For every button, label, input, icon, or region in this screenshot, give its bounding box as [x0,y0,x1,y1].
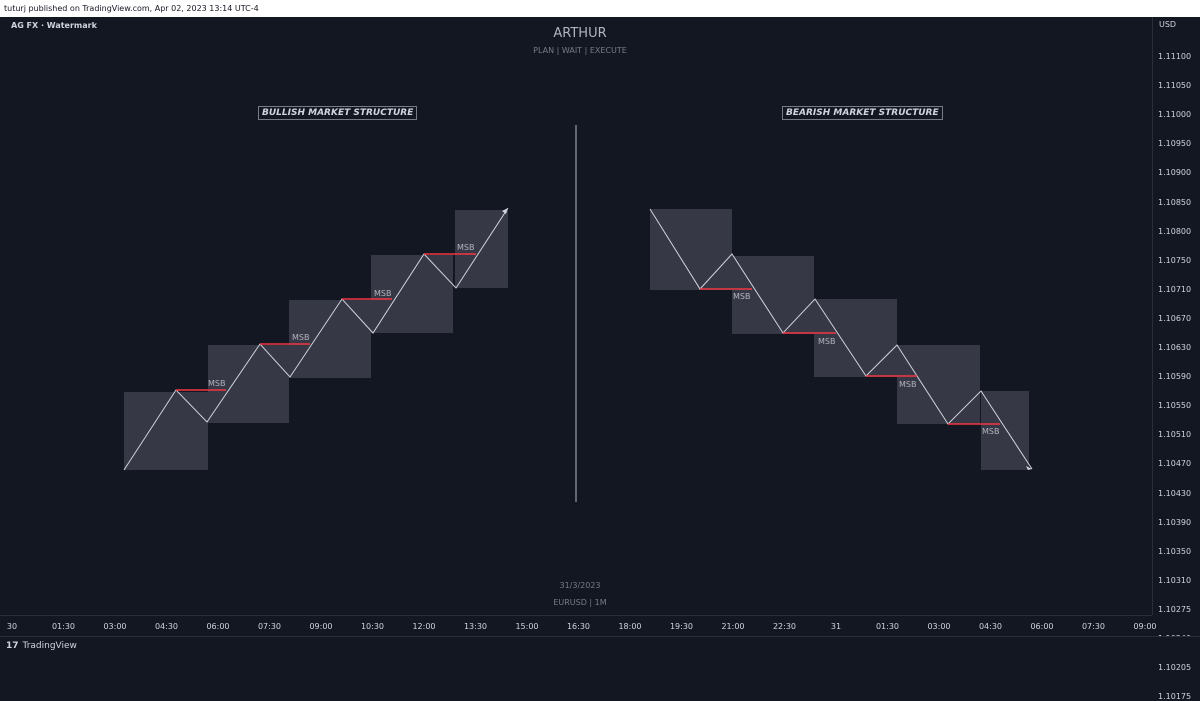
bear-box-1 [650,209,732,290]
msb-label: MSB [733,292,750,301]
time-tick: 04:30 [978,622,1003,631]
time-tick: 31 [830,622,842,631]
bull-box-4 [371,255,453,333]
time-tick: 04:30 [154,622,179,631]
time-tick: 22:30 [772,622,797,631]
time-tick: 03:00 [103,622,127,631]
price-tick: 1.10430 [1158,488,1192,498]
bull-box-1 [124,392,208,470]
msb-label: MSB [899,380,916,389]
bullish-arrow [502,208,508,214]
price-tick: 1.10205 [1158,663,1192,673]
chart-area[interactable] [0,17,1200,656]
bear-box-2 [732,256,814,334]
bullish-zigzag [123,207,509,471]
publisher-bar: tuturj published on TradingView.com, Apr… [0,0,1200,17]
bull-box-2 [208,345,289,423]
time-tick: 10:30 [360,622,385,631]
time-tick: 01:30 [51,622,76,631]
price-axis[interactable] [1152,17,1200,615]
tradingview-brand: TradingView [22,641,77,651]
time-tick: 09:00 [309,622,333,631]
time-tick: 06:00 [206,622,230,631]
price-tick: 1.10550 [1158,401,1192,411]
watermark-date: 31/3/2023 [559,581,601,590]
msb-label: MSB [208,379,225,388]
msb-label: MSB [457,243,474,252]
price-tick: 1.10510 [1158,430,1192,440]
bearish-msb-texts: MSB MSB MSB MSB [733,292,999,436]
time-tick: 15:00 [515,622,539,631]
price-tick: 1.10800 [1158,226,1192,236]
price-tick: 1.10710 [1158,284,1192,294]
price-tick: 1.10670 [1158,313,1192,323]
watermark-symbol: EURUSD | 1M [553,598,607,607]
price-tick: 1.11050 [1158,81,1192,91]
time-tick: 07:30 [257,622,282,631]
tradingview-logo[interactable]: 17 TradingView [6,641,77,651]
price-tick: 1.10390 [1158,517,1192,527]
price-tick: 1.10630 [1158,343,1192,352]
bearish-boxes [650,209,1029,470]
time-tick: 09:00 [1133,622,1157,631]
currency-label[interactable]: USD [1159,20,1177,29]
msb-label: MSB [982,427,999,436]
price-tick: 1.10950 [1158,139,1192,149]
time-tick: 16:30 [566,622,591,631]
price-tick: 1.11100 [1158,52,1192,61]
time-tick: 12:00 [412,622,436,631]
bearish-arrow [1026,466,1032,470]
structure-drawing: MSB MSB MSB MSB MSB MSB MSB MSB [123,125,1033,502]
time-tick: 07:30 [1081,622,1106,631]
time-tick: 01:30 [875,622,900,631]
time-tick: 18:00 [618,622,642,631]
time-tick: 13:30 [463,622,488,631]
bullish-msb-texts: MSB MSB MSB MSB [208,243,474,388]
bear-box-5 [981,391,1029,470]
msb-label: MSB [292,333,309,342]
price-tick: 1.10275 [1158,604,1192,614]
time-tick: 21:00 [721,622,745,631]
price-tick: 1.10750 [1158,255,1192,265]
bear-box-4 [897,345,980,424]
price-tick: 1.10590 [1158,372,1192,382]
bullish-msb-lines [176,253,476,391]
time-tick: 03:00 [927,622,951,631]
bottom-bar [0,636,1200,656]
price-tick: 1.10850 [1158,197,1192,207]
watermark-title: ARTHUR [553,26,607,41]
bearish-label: BEARISH MARKET STRUCTURE [782,106,943,120]
watermark-subtitle: PLAN | WAIT | EXECUTE [533,46,627,55]
msb-label: MSB [374,289,391,298]
bull-box-3 [289,300,371,378]
price-tick: 1.11000 [1158,110,1192,120]
price-tick: 1.10470 [1158,459,1192,469]
price-tick: 1.10350 [1158,546,1192,556]
msb-label: MSB [818,337,835,346]
bearish-zigzag [649,208,1033,470]
symbol-title[interactable]: AG FX · Watermark [11,21,97,30]
bullish-boxes [124,210,508,470]
time-axis[interactable] [0,615,1152,636]
time-tick: 19:30 [669,622,694,631]
price-tick: 1.10175 [1158,692,1192,701]
bullish-label: BULLISH MARKET STRUCTURE [258,106,418,120]
tradingview-icon: 17 [6,641,19,651]
price-tick: 1.10900 [1158,168,1192,178]
time-tick: 06:00 [1030,622,1054,631]
price-tick: 1.10310 [1158,575,1192,585]
bearish-msb-lines [700,288,1000,425]
publisher-text: tuturj published on TradingView.com, Apr… [4,4,259,13]
time-tick: 30 [6,622,18,631]
bear-box-3 [814,299,897,377]
